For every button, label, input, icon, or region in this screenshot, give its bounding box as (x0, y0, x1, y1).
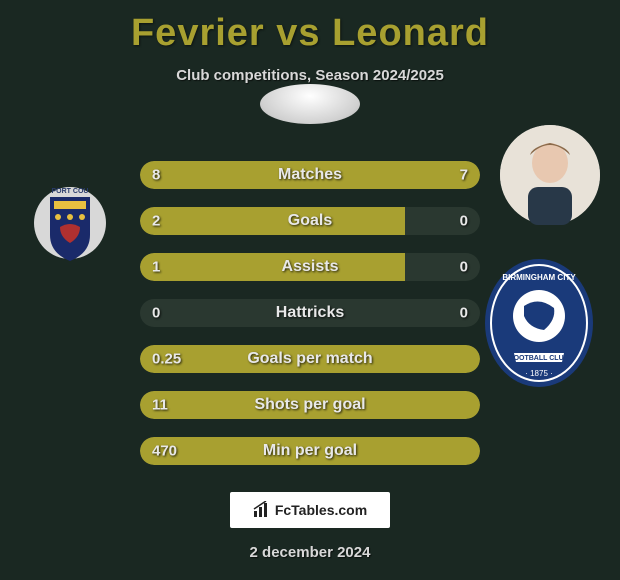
stat-row: Matches 8 7 (0, 152, 620, 198)
stat-label: Matches (278, 166, 342, 184)
stat-bar: Goals 2 0 (140, 207, 480, 235)
bar-fill-left (140, 253, 405, 281)
stats-list: Matches87Goals20Assists10Hattricks00Goal… (0, 152, 620, 474)
stat-value-left: 11 (152, 397, 168, 414)
stat-row: Goals per match 0.25 (0, 336, 620, 382)
footer-brand-text: FcTables.com (275, 502, 367, 518)
stat-value-right: 0 (460, 259, 468, 276)
stat-value-left: 1 (152, 259, 160, 276)
stat-value-right: 0 (460, 305, 468, 322)
page-subtitle: Club competitions, Season 2024/2025 (176, 67, 444, 84)
stat-value-left: 2 (152, 213, 160, 230)
bar-fill-left (140, 207, 405, 235)
stat-row: Min per goal 470 (0, 428, 620, 474)
stat-bar: Min per goal 470 (140, 437, 480, 465)
chart-icon (253, 501, 271, 519)
stat-label: Hattricks (276, 304, 344, 322)
stat-bar: Matches 8 7 (140, 161, 480, 189)
stat-bar: Shots per goal 11 (140, 391, 480, 419)
stat-row: Shots per goal 11 (0, 382, 620, 428)
stat-value-left: 470 (152, 443, 177, 460)
stat-label: Goals per match (247, 350, 372, 368)
stat-value-left: 8 (152, 167, 160, 184)
stat-label: Goals (288, 212, 332, 230)
stat-row: Assists 1 0 (0, 244, 620, 290)
stat-label: Assists (282, 258, 339, 276)
stat-bar: Assists 1 0 (140, 253, 480, 281)
date-text: 2 december 2024 (250, 544, 371, 561)
stat-bar: Goals per match 0.25 (140, 345, 480, 373)
fctables-logo: FcTables.com (230, 492, 390, 528)
bar-fill-right (320, 161, 480, 189)
stat-value-right: 7 (460, 167, 468, 184)
stat-bar: Hattricks 0 0 (140, 299, 480, 327)
stat-row: Goals 2 0 (0, 198, 620, 244)
comparison-card: Fevrier vs Leonard Club competitions, Se… (0, 0, 620, 580)
stat-value-left: 0 (152, 305, 160, 322)
page-title: Fevrier vs Leonard (131, 12, 489, 55)
stat-value-right: 0 (460, 213, 468, 230)
player-left-avatar (260, 84, 360, 124)
stat-label: Shots per goal (254, 396, 365, 414)
stat-label: Min per goal (263, 442, 357, 460)
stat-value-left: 0.25 (152, 351, 181, 368)
stat-row: Hattricks 0 0 (0, 290, 620, 336)
